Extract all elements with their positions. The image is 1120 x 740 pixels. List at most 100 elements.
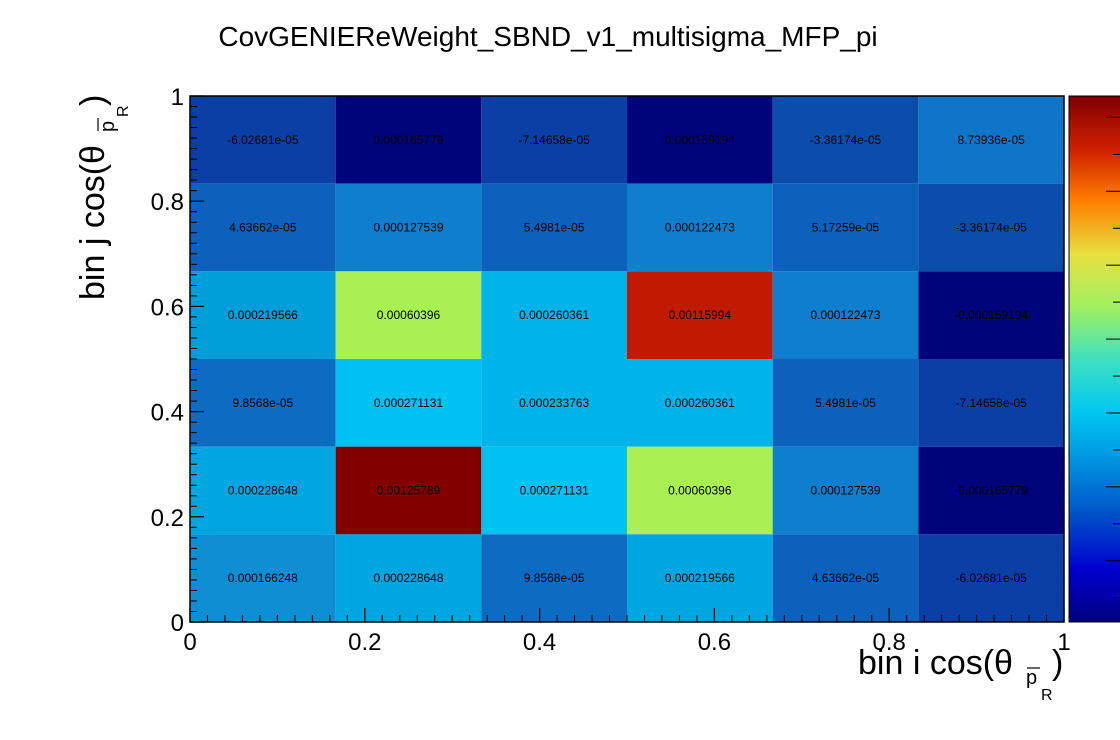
palette-strip [1069, 518, 1120, 521]
heatmap-cell [335, 359, 482, 447]
heatmap-cell-value: 4.63662e-05 [229, 221, 297, 235]
palette-strip [1069, 546, 1120, 549]
palette-strip [1069, 418, 1120, 421]
palette-strip [1069, 588, 1120, 591]
heatmap-cell-value: 0.000260361 [519, 308, 589, 322]
palette-strip [1069, 522, 1120, 525]
palette-strip [1069, 144, 1120, 147]
palette-strip [1069, 264, 1120, 267]
palette-strip [1069, 422, 1120, 425]
palette-strip [1069, 526, 1120, 529]
palette-strip [1069, 168, 1120, 171]
y-axis-title-sub-lower: R [115, 105, 132, 117]
palette-strip [1069, 528, 1120, 531]
palette-strip [1069, 154, 1120, 157]
palette-strip [1069, 296, 1120, 299]
palette-strip [1069, 208, 1120, 211]
palette-strip [1069, 120, 1120, 123]
palette-strip [1069, 404, 1120, 407]
palette-strip [1069, 102, 1120, 105]
heatmap-cell-value: 4.63662e-05 [812, 571, 880, 585]
palette-strip [1069, 312, 1120, 315]
palette-strip [1069, 612, 1120, 615]
palette-strip [1069, 566, 1120, 569]
x-axis-title-sub-lower: R [1041, 687, 1053, 704]
palette-strip [1069, 598, 1120, 601]
palette-strip [1069, 390, 1120, 393]
palette-strip [1069, 564, 1120, 567]
palette-strip [1069, 356, 1120, 359]
palette-strip [1069, 318, 1120, 321]
palette-strip [1069, 216, 1120, 219]
palette-strip [1069, 524, 1120, 527]
heatmap-cell [335, 446, 482, 535]
palette-strip [1069, 400, 1120, 403]
palette-strip [1069, 618, 1120, 621]
x-tick-label: 0.2 [348, 629, 381, 656]
x-axis-title-close: ) [1052, 644, 1063, 682]
palette-strip [1069, 164, 1120, 167]
palette-strip [1069, 454, 1120, 457]
palette-strip [1069, 242, 1120, 245]
heatmap-cell-value: -6.02681e-05 [227, 133, 299, 147]
palette-strip [1069, 388, 1120, 391]
x-axis-ticks: 0 0.2 0.4 0.6 0.8 1 [183, 608, 1071, 656]
palette-strip [1069, 572, 1120, 575]
heatmap-cell-value: 0.000122473 [810, 308, 880, 322]
palette-strip [1069, 212, 1120, 215]
x-tick-label: 0 [183, 629, 196, 656]
palette-strip [1069, 520, 1120, 523]
palette-strip [1069, 288, 1120, 291]
palette-strip [1069, 586, 1120, 589]
palette-strip [1069, 442, 1120, 445]
heatmap-cell-value: 0.00125789 [377, 484, 441, 498]
palette-strip [1069, 554, 1120, 557]
heatmap-cell [335, 534, 482, 622]
palette-strip [1069, 580, 1120, 583]
palette-strip [1069, 392, 1120, 395]
palette-strip [1069, 300, 1120, 303]
palette-strip [1069, 270, 1120, 273]
palette-strip [1069, 170, 1120, 173]
palette-strip [1069, 108, 1120, 111]
palette-strip [1069, 322, 1120, 325]
palette-strip [1069, 380, 1120, 383]
y-tick-label: 0.4 [151, 400, 184, 427]
palette-strip [1069, 114, 1120, 117]
palette-strip [1069, 190, 1120, 193]
heatmap-cell-value: -3.36174e-05 [955, 221, 1027, 235]
palette-strip [1069, 158, 1120, 161]
color-palette-bar [1069, 96, 1120, 623]
palette-strip [1069, 498, 1120, 501]
y-axis-title-sub-upper: p [97, 121, 119, 132]
palette-strip [1069, 106, 1120, 109]
palette-strip [1069, 254, 1120, 257]
heatmap-cell [335, 183, 482, 272]
palette-strip [1069, 282, 1120, 285]
palette-strip [1069, 486, 1120, 489]
palette-strip [1069, 484, 1120, 487]
heatmap-cell [772, 96, 919, 184]
palette-strip [1069, 228, 1120, 231]
heatmap-cell [481, 534, 627, 622]
palette-strip [1069, 592, 1120, 595]
y-axis-ticks: 0 0.2 0.4 0.6 0.8 1 [151, 84, 204, 637]
palette-strip [1069, 266, 1120, 269]
y-tick-label: 0.8 [151, 189, 184, 216]
palette-strip [1069, 596, 1120, 599]
palette-strip [1069, 196, 1120, 199]
palette-strip [1069, 438, 1120, 441]
heatmap-cell-value: 0.000228648 [228, 484, 298, 498]
palette-strip [1069, 514, 1120, 517]
palette-strip [1069, 616, 1120, 619]
palette-strip [1069, 610, 1120, 613]
heatmap-cell-value: 0.00060396 [668, 484, 732, 498]
y-tick-label: 0.6 [151, 294, 184, 321]
palette-strip [1069, 574, 1120, 577]
heatmap-cell [918, 534, 1064, 622]
palette-strip [1069, 536, 1120, 539]
palette-strip [1069, 360, 1120, 363]
palette-strip [1069, 338, 1120, 341]
palette-strip [1069, 482, 1120, 485]
palette-strip [1069, 244, 1120, 247]
